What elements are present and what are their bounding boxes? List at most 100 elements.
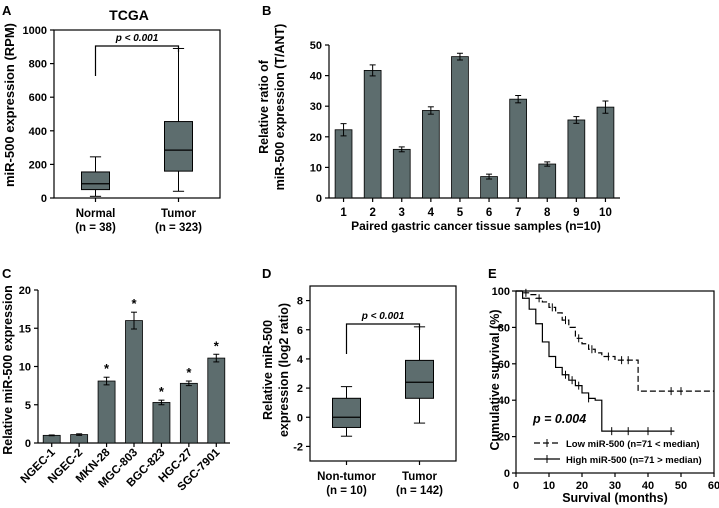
y-tick-label: 4 [297, 354, 304, 366]
survival-curve-high [516, 290, 675, 432]
group-label: Tumor [161, 208, 196, 220]
y-tick-label: 0 [316, 193, 322, 205]
x-tick-label: 30 [609, 480, 621, 492]
significance-bracket [94, 45, 180, 76]
y-axis-label: Cumulative survival (%) [488, 309, 502, 450]
chart-title: TCGA [109, 7, 149, 23]
box-non-tumor [332, 397, 361, 428]
group-n-label: (n = 323) [155, 222, 202, 234]
y-tick-label: 10 [310, 162, 322, 174]
significance-star: * [131, 296, 137, 311]
bar-2 [363, 69, 382, 199]
x-tick-label: 6 [486, 207, 492, 219]
y-tick-label: 80 [498, 322, 510, 334]
x-tick-label: 5 [457, 207, 464, 219]
y-tick-label: 0 [41, 193, 47, 205]
y-tick-label: 0 [504, 468, 510, 480]
bar-3 [392, 148, 411, 199]
bar-NGEC-1 [42, 434, 61, 444]
bar-HGC-27 [179, 382, 198, 444]
x-tick-label: 0 [513, 480, 519, 492]
x-tick-label: 20 [576, 480, 588, 492]
panel-label-E: E [488, 266, 497, 281]
significance-star: * [214, 338, 220, 353]
box-tumor [164, 121, 193, 172]
bar-MGC-803 [125, 320, 143, 444]
bar-10 [596, 106, 615, 199]
significance-bracket [345, 323, 421, 354]
bar-4 [422, 110, 440, 199]
y-tick-label: 40 [498, 395, 510, 407]
x-tick-label: 9 [573, 207, 579, 219]
bar-7 [509, 98, 527, 199]
x-axis-label: Paired gastric cancer tissue samples (n=… [351, 219, 601, 233]
bar-1 [334, 129, 353, 199]
y-tick-label: 100 [492, 286, 510, 298]
x-tick-label: 40 [642, 480, 654, 492]
x-tick-label: 7 [515, 207, 521, 219]
y-axis-label: Relative miR-500 expression [1, 285, 15, 455]
x-tick-label: 50 [675, 480, 687, 492]
panel-label-D: D [262, 266, 271, 281]
y-axis-label-line1: Relative miR-500 [261, 320, 275, 420]
y-tick-label: 60 [498, 359, 510, 371]
x-tick-label: 4 [428, 207, 435, 219]
group-n-label: (n = 142) [396, 485, 443, 497]
bar-6 [480, 176, 498, 199]
y-tick-label: 800 [29, 59, 47, 71]
p-value: p < 0.001 [361, 311, 405, 322]
panel-label-A: A [2, 3, 12, 18]
panel-label-B: B [262, 3, 271, 18]
y-tick-label: 50 [310, 40, 322, 52]
y-tick-label: 8 [297, 296, 303, 308]
x-tick-label: 60 [708, 480, 719, 492]
group-label: Non-tumor [317, 471, 376, 483]
y-tick-label: 20 [19, 285, 31, 297]
box-tumor [405, 359, 434, 399]
group-label: Tumor [402, 471, 437, 483]
plot-frame [309, 285, 457, 462]
legend-label-high: High miR-500 (n=71 > median) [566, 455, 702, 466]
y-tick-label: 10 [19, 362, 31, 374]
bar-SGC-7901 [207, 357, 226, 444]
x-tick-label: 10 [543, 480, 555, 492]
y-tick-label: 20 [310, 132, 322, 144]
y-tick-label: 600 [29, 92, 47, 104]
y-tick-label: 1000 [23, 25, 47, 37]
plot-frame [53, 29, 221, 199]
y-tick-label: 40 [310, 71, 322, 83]
significance-star: * [186, 365, 192, 380]
panel-label-C: C [2, 266, 12, 281]
y-tick-label: 30 [310, 101, 322, 113]
group-n-label: (n = 10) [326, 485, 367, 497]
group-label: Normal [76, 208, 116, 220]
y-tick-label: 400 [29, 126, 47, 138]
y-tick-label: 6 [297, 325, 303, 337]
bar-BGC-823 [152, 402, 171, 444]
x-tick-label: 2 [369, 207, 375, 219]
bar-MKN-28 [97, 380, 116, 444]
y-tick-label: 15 [19, 323, 31, 335]
y-tick-label: 0 [297, 412, 303, 424]
y-axis-label-line2: expression (log2 ratio) [277, 303, 291, 437]
y-tick-label: 2 [297, 383, 303, 395]
group-n-label: (n = 38) [75, 222, 116, 234]
x-tick-label: 3 [399, 207, 405, 219]
significance-star: * [104, 361, 110, 376]
bar-8 [538, 163, 557, 199]
x-tick-label: 1 [340, 207, 347, 219]
y-tick-label: 20 [498, 432, 510, 444]
bar-9 [567, 119, 586, 199]
y-tick-label: 0 [25, 438, 31, 450]
p-value: p = 0.004 [532, 412, 586, 426]
y-axis-label: miR-500 expression (RPM) [2, 23, 17, 187]
significance-star: * [159, 384, 165, 399]
legend-label-low: Low miR-500 (n=71 < median) [566, 439, 700, 450]
y-tick-label: 200 [29, 159, 47, 171]
y-tick-label: 5 [25, 400, 31, 412]
y-axis-label-line1: Relative ratio of [257, 59, 271, 154]
y-axis-label-line2: miR-500 expression (T/ANT) [273, 24, 287, 191]
survival-curve-low [516, 290, 714, 392]
x-tick-label: 8 [544, 207, 551, 219]
